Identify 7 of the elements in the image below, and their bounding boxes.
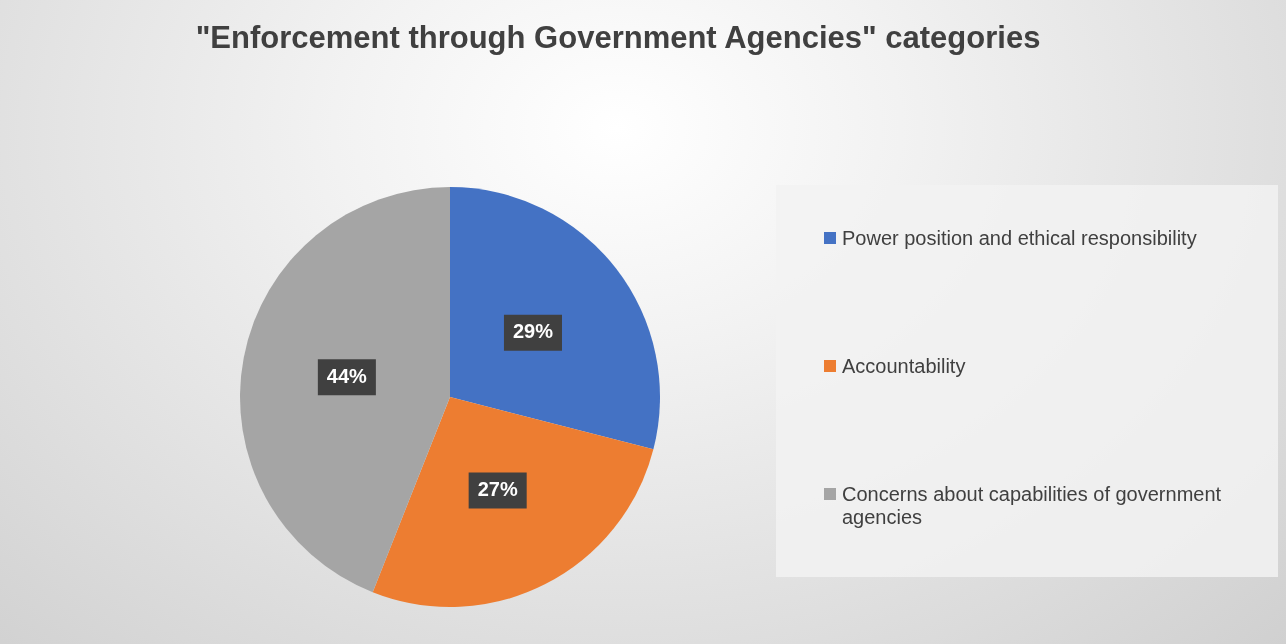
chart-title: "Enforcement through Government Agencies" categories: [194, 20, 1042, 56]
legend-label: Power position and ethical responsibility: [842, 227, 1197, 250]
data-label: 29%: [512, 320, 554, 343]
legend-label: Accountability: [842, 355, 966, 378]
data-label: 44%: [326, 364, 368, 387]
legend-label: Concerns about capabilities of government agencies: [842, 483, 1223, 529]
data-label: 27%: [477, 478, 518, 501]
